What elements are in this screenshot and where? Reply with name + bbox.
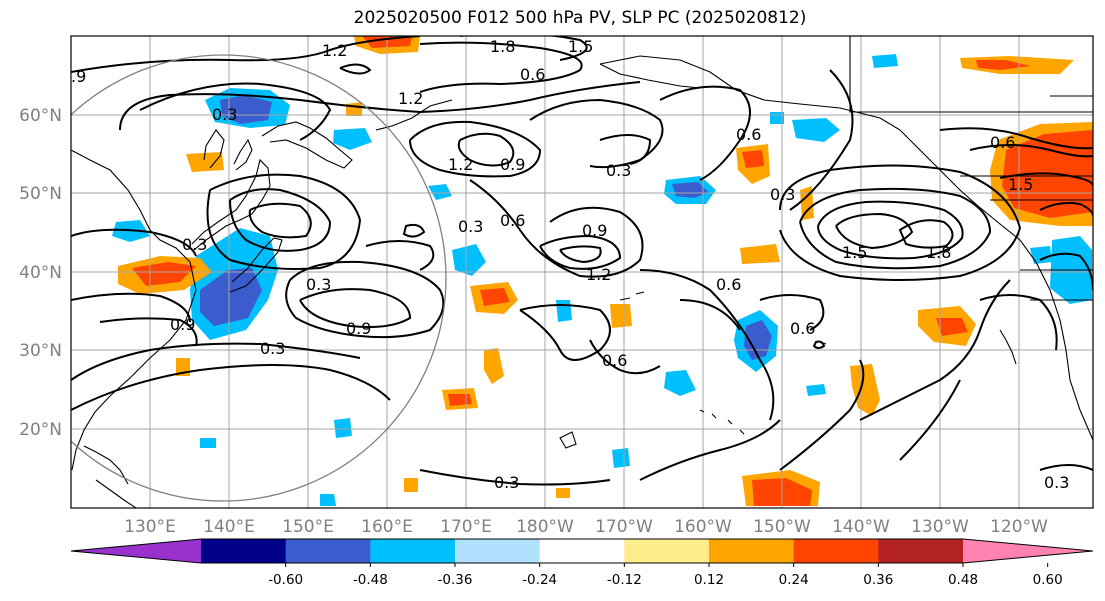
contour-label: 0.3 (770, 185, 795, 204)
contour-label: .9 (71, 67, 86, 86)
reference-circle (71, 54, 447, 502)
contour-label: 0.3 (182, 235, 207, 254)
colorbar-tick-label: 0.12 (694, 572, 724, 588)
colorbar-tick-label: 0.36 (863, 572, 893, 588)
contour-label: 0.6 (736, 125, 761, 144)
colorbar-tick-label: -0.12 (607, 572, 642, 588)
contour-label: 0.3 (212, 105, 237, 124)
coastlines (71, 36, 1093, 508)
contour-label: 1.2 (586, 265, 611, 284)
latitude-labels: 60°N 50°N 40°N 30°N 20°N (19, 106, 62, 440)
contour-label: 1.5 (568, 37, 593, 56)
contour-label: 0.9 (170, 315, 195, 334)
pv-negative-shading (112, 54, 1092, 506)
lat-label: 30°N (19, 341, 62, 361)
lon-label: 140°W (832, 517, 890, 537)
colorbar-segment (201, 539, 287, 563)
contour-label: 0.9 (500, 155, 525, 174)
colorbar: -0.60 -0.48 -0.36 -0.24 -0.12 0.12 0.24 0.36 0.4… (70, 538, 1094, 588)
colorbar-extend-min (71, 539, 201, 563)
contour-lines (71, 36, 1093, 486)
contour-label: 0.6 (500, 211, 525, 230)
longitude-labels: 130°E 140°E 150°E 160°E 170°E 180°W 170°… (124, 517, 1048, 537)
lon-label: 120°W (990, 517, 1048, 537)
lon-label: 140°E (203, 517, 255, 537)
contour-label: 0.9 (346, 319, 371, 338)
colorbar-outline (70, 538, 1094, 564)
colorbar-tick-label: 0.24 (779, 572, 809, 588)
colorbar-segment (455, 539, 541, 563)
contour-label: 0.9 (582, 221, 607, 240)
colorbar-segment (878, 539, 964, 563)
lon-label: 130°W (911, 517, 969, 537)
map-frame (70, 35, 1094, 509)
contour-label: 0.3 (494, 473, 519, 492)
colorbar-segment (285, 539, 371, 563)
contour-label: 0.6 (790, 319, 815, 338)
lon-label: 170°W (595, 517, 653, 537)
contour-label: 1.2 (322, 41, 347, 60)
contour-label: 0.3 (260, 339, 285, 358)
contour-label: 0.6 (990, 133, 1015, 152)
contour-label: 0.3 (458, 217, 483, 236)
contour-label: 0.6 (520, 65, 545, 84)
contour-label: 1.5 (842, 243, 867, 262)
lon-label: 150°W (753, 517, 811, 537)
lon-label: 150°E (282, 517, 334, 537)
contour-label: 0.3 (306, 275, 331, 294)
lat-label: 20°N (19, 420, 62, 440)
contour-label: 1.8 (926, 243, 951, 262)
colorbar-segment (370, 539, 456, 563)
colorbar-segment (793, 539, 879, 563)
contour-label: 0.6 (602, 351, 627, 370)
map-title: 2025020500 F012 500 hPa PV, SLP PC (2025… (353, 8, 807, 28)
lon-label: 130°E (124, 517, 176, 537)
colorbar-segment (709, 539, 795, 563)
lon-label: 160°E (361, 517, 413, 537)
colorbar-tick-label: 0.60 (1033, 572, 1063, 588)
lon-label: 180°W (516, 517, 574, 537)
colorbar-segment (624, 539, 710, 563)
contour-labels: 1.2 1.8 1.5 0.6 .9 1.2 0.3 1.2 0.9 0.3 0… (71, 37, 1069, 492)
lat-label: 60°N (19, 106, 62, 126)
contour-label: 0.3 (1044, 473, 1069, 492)
colorbar-segment (539, 539, 625, 563)
contour-label: 0.6 (716, 275, 741, 294)
colorbar-tick-label: 0.48 (948, 572, 978, 588)
contour-label: 0.3 (606, 161, 631, 180)
colorbar-tick-label: -0.24 (522, 572, 557, 588)
contour-label: 1.2 (398, 89, 423, 108)
colorbar-tick-label: -0.60 (268, 572, 303, 588)
colorbar-extend-max (963, 539, 1093, 563)
lon-label: 160°W (674, 517, 732, 537)
lat-label: 50°N (19, 184, 62, 204)
contour-label: 1.8 (490, 37, 515, 56)
colorbar-tick-label: -0.36 (438, 572, 473, 588)
contour-label: 1.2 (448, 155, 473, 174)
lat-label: 40°N (19, 263, 62, 283)
colorbar-tick-label: -0.48 (353, 572, 388, 588)
contour-label: 1.5 (1008, 175, 1033, 194)
lon-label: 170°E (440, 517, 492, 537)
